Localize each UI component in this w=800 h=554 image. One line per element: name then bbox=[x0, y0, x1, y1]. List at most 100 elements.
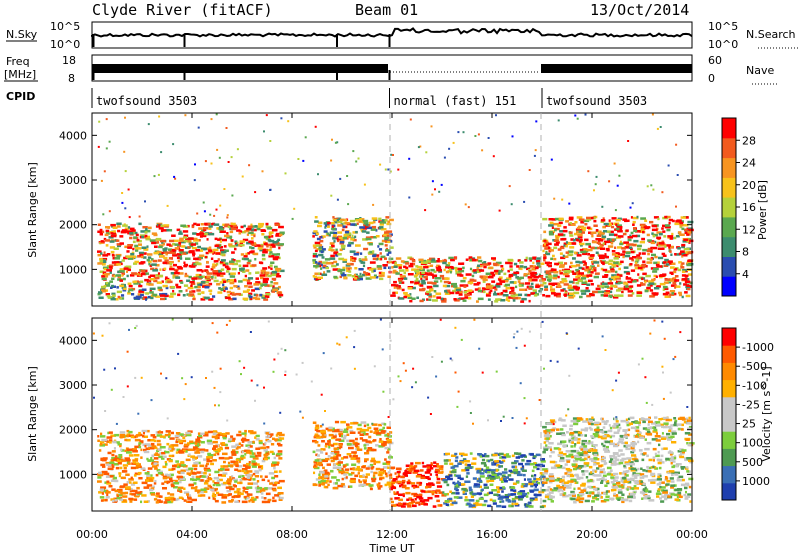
power-cell bbox=[206, 284, 211, 287]
power-cell bbox=[326, 270, 331, 273]
velocity-cell bbox=[427, 477, 431, 481]
velocity-cell bbox=[455, 456, 459, 459]
velocity-cell bbox=[107, 431, 110, 435]
power-cell bbox=[444, 277, 450, 280]
power-cell bbox=[531, 278, 538, 282]
power-cell bbox=[617, 287, 624, 290]
power-scatter bbox=[477, 133, 480, 136]
power-cell bbox=[192, 232, 197, 235]
velocity-cell bbox=[273, 456, 276, 460]
velocity-cell bbox=[343, 473, 348, 476]
power-scatter bbox=[495, 114, 497, 117]
power-cell bbox=[131, 229, 136, 232]
power-cell bbox=[165, 286, 169, 290]
velocity-cell bbox=[511, 461, 517, 465]
power-cell bbox=[683, 283, 687, 286]
power-cell bbox=[324, 258, 331, 261]
velocity-cell bbox=[120, 485, 126, 488]
power-cell bbox=[414, 279, 419, 283]
velocity-cell bbox=[436, 475, 439, 479]
power-cell bbox=[610, 295, 613, 299]
power-cell bbox=[563, 242, 568, 245]
power-cell bbox=[608, 230, 614, 234]
velocity-cell bbox=[535, 480, 539, 484]
velocity-cell bbox=[527, 492, 530, 495]
velocity-cell bbox=[349, 485, 353, 488]
power-cell bbox=[207, 222, 211, 226]
power-cell bbox=[192, 279, 195, 282]
power-cell bbox=[689, 281, 693, 284]
power-cell bbox=[184, 272, 188, 276]
velocity-cell bbox=[335, 455, 339, 459]
power-cell bbox=[552, 276, 558, 280]
velocity-cell bbox=[507, 474, 512, 477]
velocity-cell bbox=[491, 473, 498, 477]
velocity-cell bbox=[385, 472, 388, 475]
power-cell bbox=[278, 291, 281, 295]
velocity-cell bbox=[172, 444, 179, 447]
power-cell bbox=[507, 299, 511, 302]
power-cell bbox=[528, 299, 531, 303]
velocity-cell bbox=[527, 478, 532, 481]
velocity-cell bbox=[166, 474, 171, 477]
power-cell bbox=[485, 294, 491, 297]
velocity-cell bbox=[428, 465, 432, 468]
power-cell bbox=[111, 253, 115, 257]
velocity-cell bbox=[267, 440, 272, 443]
power-cell bbox=[242, 264, 249, 268]
velocity-cell bbox=[171, 500, 174, 503]
power-cell bbox=[159, 288, 163, 292]
velocity-cell bbox=[110, 459, 114, 462]
date-label: 13/Oct/2014 bbox=[590, 1, 689, 19]
velocity-cell bbox=[496, 464, 500, 467]
velocity-cell bbox=[335, 438, 342, 441]
power-cell bbox=[449, 271, 452, 274]
power-cell bbox=[106, 269, 112, 272]
velocity-cell bbox=[188, 483, 194, 487]
velocity-cell bbox=[534, 496, 538, 499]
power-cell bbox=[370, 228, 377, 231]
velocity-cell bbox=[489, 458, 494, 462]
velocity-cell bbox=[487, 459, 490, 463]
power-cell bbox=[665, 291, 670, 294]
velocity-cell bbox=[192, 464, 198, 467]
power-cell bbox=[121, 274, 124, 277]
velocity-cell bbox=[358, 479, 361, 482]
power-cell bbox=[180, 240, 186, 244]
power-cell bbox=[410, 280, 414, 284]
power-cell bbox=[257, 247, 263, 250]
velocity-cell bbox=[200, 479, 204, 482]
power-cell bbox=[214, 237, 218, 241]
power-cell bbox=[540, 262, 545, 265]
power-scatter bbox=[128, 216, 131, 219]
velocity-cell bbox=[363, 481, 367, 484]
velocity-cell bbox=[220, 468, 225, 471]
velocity-cell bbox=[199, 464, 205, 468]
power-cell bbox=[251, 289, 255, 292]
power-cell bbox=[398, 297, 405, 300]
velocity-cell bbox=[536, 467, 540, 471]
power-cell bbox=[145, 272, 149, 275]
power-cell bbox=[403, 265, 407, 269]
velocity-cell bbox=[499, 456, 502, 459]
power-cell bbox=[493, 263, 498, 267]
power-cell bbox=[632, 223, 635, 226]
velocity-cell bbox=[255, 438, 260, 441]
power-cell bbox=[239, 240, 245, 243]
power-cell bbox=[434, 277, 439, 280]
velocity-cell bbox=[120, 492, 126, 495]
velocity-cell bbox=[165, 430, 171, 433]
velocity-cell bbox=[217, 433, 221, 437]
velocity-cell bbox=[528, 505, 534, 508]
velocity-cell bbox=[264, 456, 268, 459]
velocity-cell bbox=[206, 456, 212, 459]
velocity-cell bbox=[354, 444, 358, 448]
velocity-cell bbox=[156, 469, 161, 472]
power-cell bbox=[108, 264, 114, 267]
power-cell bbox=[617, 230, 623, 233]
power-cell bbox=[580, 250, 586, 254]
velocity-cell bbox=[256, 451, 262, 455]
power-cell bbox=[272, 253, 278, 256]
power-cell bbox=[201, 229, 205, 232]
velocity-cell bbox=[179, 433, 184, 436]
